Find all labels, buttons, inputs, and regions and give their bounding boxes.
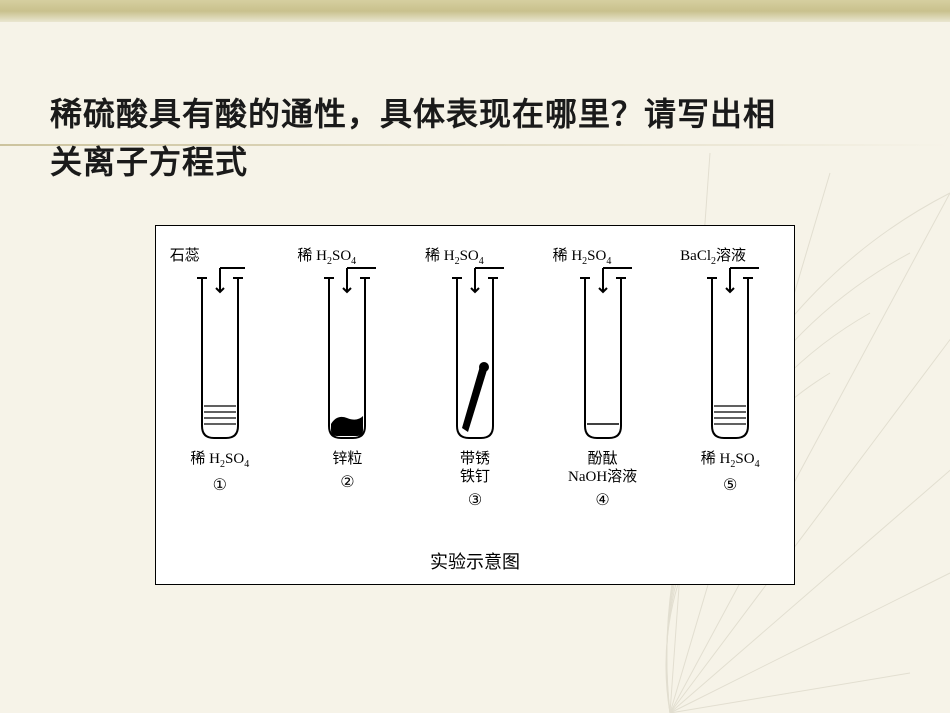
- tube-4-number: ④: [595, 490, 609, 510]
- slide-title: 稀硫酸具有酸的通性，具体表现在哪里？请写出相 关离子方程式: [50, 90, 900, 186]
- tube-3-bottom-label: 带锈铁钉: [460, 450, 490, 486]
- tube-4-bottom-label: 酚酞NaOH溶液: [568, 450, 637, 486]
- tube-1-top-reagent: 石蕊: [160, 244, 200, 264]
- tube-4: 稀 H2SO4 酚酞NaOH溶液 ④: [543, 244, 663, 534]
- tube-2-svg: [312, 266, 382, 446]
- tubes-row: 石蕊: [156, 244, 794, 534]
- tube-1: 石蕊: [160, 244, 280, 534]
- tube-2-top-reagent: 稀 H2SO4: [287, 244, 356, 264]
- experiment-diagram: 石蕊: [155, 225, 795, 585]
- tube-3: 稀 H2SO4: [415, 244, 535, 534]
- tube-3-top-reagent: 稀 H2SO4: [415, 244, 484, 264]
- tube-1-svg: [185, 266, 255, 446]
- tube-1-bottom-label: 稀 H2SO4: [190, 450, 249, 471]
- tube-2: 稀 H2SO4 锌粒 ②: [287, 244, 407, 534]
- tube-3-number: ③: [468, 490, 482, 510]
- title-line-1: 稀硫酸具有酸的通性，具体表现在哪里？请写出相: [50, 96, 776, 132]
- tube-4-top-reagent: 稀 H2SO4: [543, 244, 612, 264]
- tube-4-svg: [568, 266, 638, 446]
- tube-3-svg: [440, 266, 510, 446]
- tube-5-top-reagent: BaCl2溶液: [670, 244, 746, 264]
- tube-2-bottom-label: 锌粒: [332, 450, 362, 468]
- tube-2-number: ②: [340, 472, 354, 492]
- tube-5: BaCl2溶液: [670, 244, 790, 534]
- top-decor-bar: [0, 0, 950, 22]
- tube-5-bottom-label: 稀 H2SO4: [701, 450, 760, 471]
- diagram-caption: 实验示意图: [156, 548, 794, 574]
- tube-5-number: ⑤: [723, 475, 737, 495]
- title-line-2: 关离子方程式: [50, 144, 248, 180]
- tube-1-number: ①: [213, 475, 227, 495]
- tube-5-svg: [695, 266, 765, 446]
